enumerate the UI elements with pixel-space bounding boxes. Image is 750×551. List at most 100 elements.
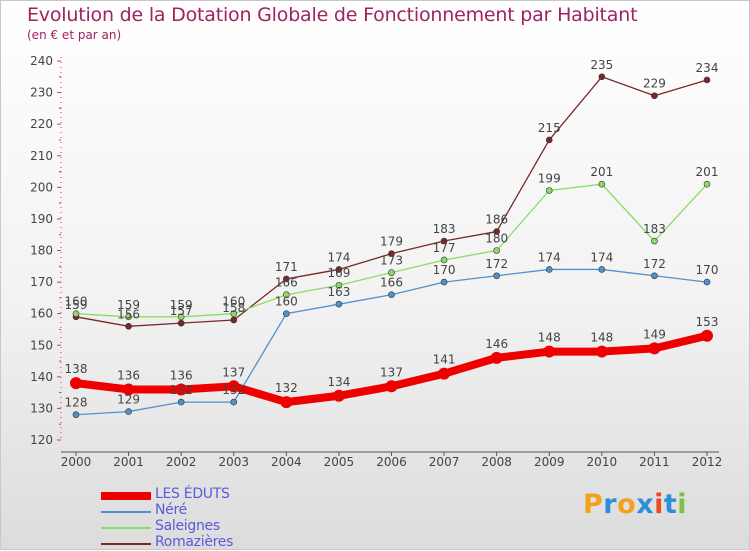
chart-title: Evolution de la Dotation Globale de Fonc… [27, 4, 638, 26]
data-point [388, 269, 395, 276]
y-tick-label: 210 [30, 149, 53, 163]
data-label: 172 [485, 257, 508, 271]
legend-label: Saleignes [155, 518, 220, 534]
data-point [388, 291, 395, 299]
logo-letter: P [583, 489, 604, 520]
y-tick-label: 170 [30, 275, 53, 289]
data-label: 174 [538, 250, 561, 264]
data-label: 160 [65, 295, 88, 309]
data-point [125, 322, 132, 330]
x-tick-label: 2012 [692, 455, 723, 469]
legend-label: LES ÉDUTS [155, 486, 230, 502]
data-label: 199 [538, 171, 561, 185]
data-point [283, 275, 290, 283]
data-label: 173 [380, 254, 403, 268]
data-point [598, 180, 606, 188]
x-tick-label: 2006 [376, 455, 407, 469]
data-point [703, 180, 711, 188]
y-tick-label: 130 [30, 401, 53, 415]
x-tick-label: 2007 [429, 455, 460, 469]
data-label: 134 [327, 375, 350, 389]
data-point [332, 389, 345, 402]
data-label: 177 [433, 241, 456, 255]
data-point [598, 73, 606, 81]
data-label: 136 [117, 368, 140, 382]
data-label: 234 [696, 61, 719, 75]
data-label: 132 [222, 383, 245, 397]
data-point [545, 136, 553, 144]
data-label: 129 [117, 393, 140, 407]
data-label: 170 [433, 263, 456, 277]
x-tick-label: 2005 [324, 455, 355, 469]
legend-swatch [101, 527, 151, 529]
y-tick-label: 230 [30, 86, 53, 100]
y-tick-label: 190 [30, 212, 53, 226]
data-point [651, 237, 658, 245]
data-label: 235 [590, 58, 613, 72]
data-point [335, 266, 343, 273]
x-tick-label: 2004 [271, 455, 302, 469]
y-tick-label: 240 [30, 54, 53, 68]
data-label: 160 [275, 295, 298, 309]
data-label: 169 [327, 266, 350, 280]
data-label: 180 [485, 232, 508, 246]
data-label: 156 [117, 307, 140, 321]
data-point [227, 380, 240, 393]
data-point [595, 345, 608, 358]
data-point [440, 278, 448, 286]
data-point [545, 266, 553, 273]
y-tick-label: 120 [30, 433, 53, 447]
data-point [230, 398, 238, 406]
data-label: 137 [380, 365, 403, 379]
data-label: 132 [275, 381, 298, 395]
data-label: 136 [170, 368, 193, 382]
y-tick-label: 220 [30, 117, 53, 131]
data-label: 141 [433, 353, 456, 367]
data-label: 163 [327, 285, 350, 299]
data-label: 183 [643, 222, 666, 236]
data-point [125, 313, 132, 321]
data-label: 172 [643, 257, 666, 271]
logo-letter: t [663, 489, 678, 520]
data-label: 174 [327, 250, 350, 264]
data-point [283, 310, 290, 317]
data-point [385, 380, 398, 393]
data-label: 174 [590, 250, 613, 264]
data-label: 166 [380, 276, 403, 290]
legend-label: Néré [155, 502, 187, 518]
logo-letter: i [677, 489, 688, 520]
data-point [493, 228, 500, 235]
x-tick-label: 2009 [534, 455, 565, 469]
data-point [72, 310, 80, 317]
data-label: 158 [222, 301, 245, 315]
x-tick-label: 2002 [166, 455, 197, 469]
data-label: 137 [222, 365, 245, 379]
data-point [493, 272, 500, 280]
y-tick-label: 150 [30, 338, 53, 352]
logo-letter: i [654, 489, 664, 520]
data-point [545, 187, 553, 194]
data-point [335, 300, 343, 308]
data-label: 170 [696, 263, 719, 277]
data-label: 160 [222, 295, 245, 309]
data-label: 159 [65, 298, 88, 312]
data-label: 186 [485, 213, 508, 227]
data-point [388, 250, 395, 257]
legend-swatch [101, 543, 151, 545]
data-label: 215 [538, 121, 561, 135]
x-tick-label: 2000 [61, 455, 92, 469]
data-point [648, 342, 661, 355]
data-label: 179 [380, 235, 403, 249]
data-point [598, 266, 606, 273]
data-label: 159 [170, 298, 193, 312]
data-point [283, 291, 290, 299]
data-point [651, 272, 658, 280]
logo-letter: o [617, 489, 637, 520]
data-label: 153 [696, 315, 719, 329]
y-tick-label: 200 [30, 180, 53, 194]
y-tick-label: 140 [30, 370, 53, 384]
legend-swatch [101, 492, 151, 500]
data-point [703, 76, 711, 84]
logo-letter: r [603, 489, 618, 520]
data-point [230, 316, 238, 324]
